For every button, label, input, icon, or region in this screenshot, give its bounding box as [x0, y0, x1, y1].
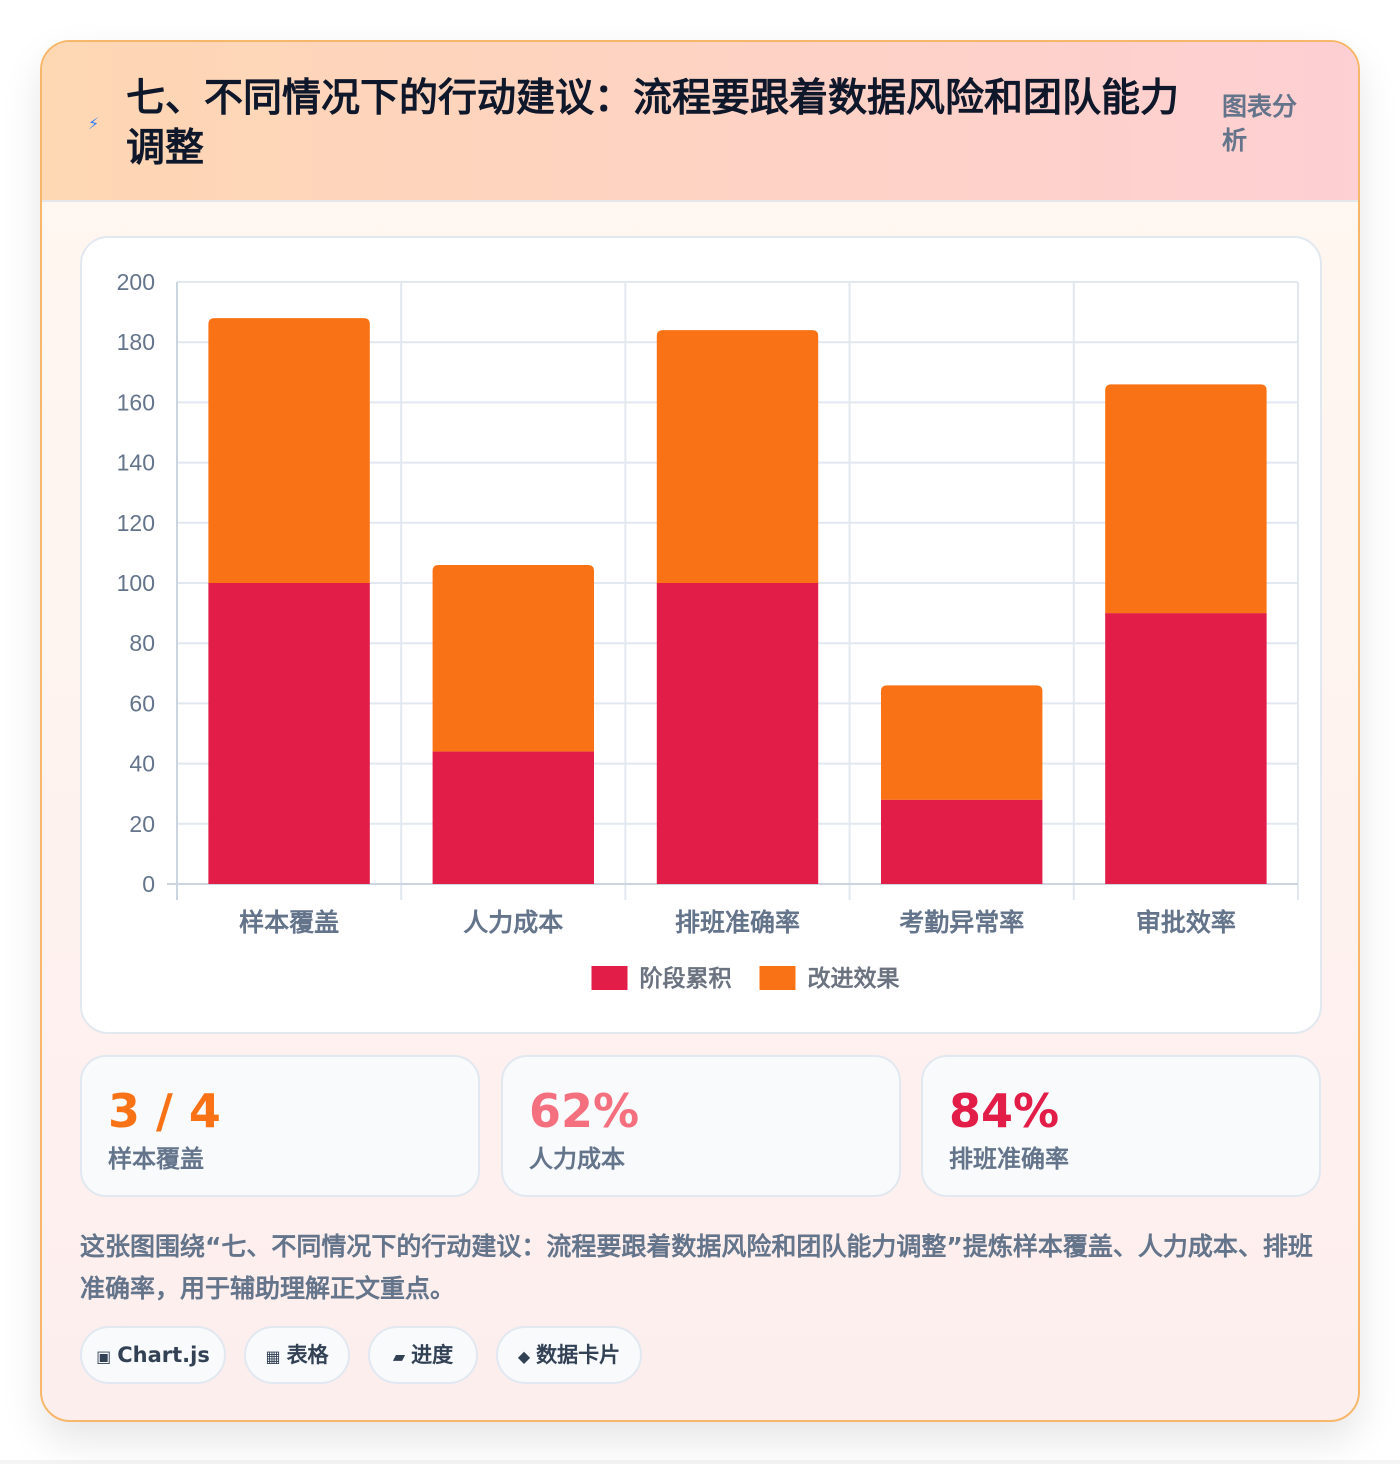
bar-segment: [1105, 613, 1267, 884]
stat-label: 排班准确率: [949, 1145, 1069, 1173]
progress-icon: ▰: [392, 1347, 406, 1366]
y-tick-label: 180: [117, 329, 155, 355]
chart-panel: 0 20 40 60 80 100 120 140 160 180 200 样本覆盖 人力成本 排班准确率…: [80, 236, 1322, 1034]
bar-segment: [208, 583, 370, 884]
chart-description: 这张图围绕“七、不同情况下的行动建议：流程要跟着数据风险和团队能力调整”提炼样本…: [80, 1232, 1313, 1303]
header-tag: 图表分析: [1222, 92, 1298, 155]
y-tick-label: 100: [117, 570, 155, 596]
chart-card: ⚡ 七、不同情况下的行动建议：流程要跟着数据风险和团队能力调整 图表分析 0 20…: [40, 40, 1360, 1422]
y-tick-label: 120: [117, 510, 155, 536]
tag-progress[interactable]: ▰ 进度: [368, 1326, 478, 1384]
y-tick-label: 80: [129, 630, 155, 656]
bar-segment: [880, 799, 1043, 884]
tag-data-card[interactable]: ◆ 数据卡片: [496, 1326, 642, 1384]
card-header: ⚡ 七、不同情况下的行动建议：流程要跟着数据风险和团队能力调整 图表分析: [42, 42, 1358, 202]
y-tick-label: 20: [129, 811, 155, 837]
tag-label: Chart.js: [117, 1343, 210, 1367]
stat-value: 84%: [949, 1084, 1060, 1138]
bar-segment: [880, 685, 1043, 800]
y-tick-label: 0: [142, 871, 155, 897]
legend-label: 阶段累积: [640, 965, 732, 992]
y-tick-label: 60: [129, 690, 155, 716]
page-title: 七、不同情况下的行动建议：流程要跟着数据风险和团队能力调整: [126, 76, 1180, 171]
bar-segment: [208, 318, 370, 583]
bar-segment: [656, 330, 819, 583]
bar-segment: [432, 751, 595, 884]
stat-label: 人力成本: [529, 1145, 625, 1173]
table-icon: ▦: [265, 1347, 281, 1366]
bar-segment: [1105, 384, 1267, 614]
legend-label: 改进效果: [808, 965, 900, 992]
stat-label: 样本覆盖: [108, 1145, 204, 1173]
y-tick-label: 200: [117, 269, 155, 295]
tag-label: 数据卡片: [536, 1343, 621, 1367]
x-tick-label: 样本覆盖: [239, 908, 339, 937]
tag-table[interactable]: ▦ 表格: [244, 1326, 350, 1384]
legend-swatch: [591, 966, 628, 990]
y-tick-label: 160: [117, 389, 155, 415]
stat-card-accuracy: 84% 排班准确率: [921, 1055, 1321, 1197]
stat-value: 62%: [529, 1084, 640, 1138]
bar-segment: [432, 564, 595, 752]
tag-label: 进度: [411, 1343, 454, 1367]
x-tick-label: 考勤异常率: [899, 908, 1024, 937]
stat-card-cost: 62% 人力成本: [501, 1055, 901, 1197]
lightning-icon: ⚡: [88, 114, 100, 133]
chart-icon: ▣: [96, 1347, 112, 1366]
y-tick-label: 40: [129, 751, 155, 777]
y-tick-label: 140: [117, 450, 155, 476]
x-tick-label: 排班准确率: [675, 908, 800, 937]
stacked-bar-chart: 0 20 40 60 80 100 120 140 160 180 200 样本覆盖 人力成本 排班准确率…: [117, 269, 1299, 992]
stat-value: 3 / 4: [108, 1084, 221, 1138]
x-tick-label: 人力成本: [463, 908, 563, 937]
tag-chartjs[interactable]: ▣ Chart.js: [80, 1326, 226, 1384]
tag-label: 表格: [286, 1343, 329, 1367]
bar-segment: [656, 583, 819, 884]
x-tick-label: 审批效率: [1136, 908, 1236, 937]
diamond-icon: ◆: [517, 1347, 531, 1366]
legend-swatch: [759, 966, 796, 990]
stat-card-sample: 3 / 4 样本覆盖: [80, 1055, 480, 1197]
